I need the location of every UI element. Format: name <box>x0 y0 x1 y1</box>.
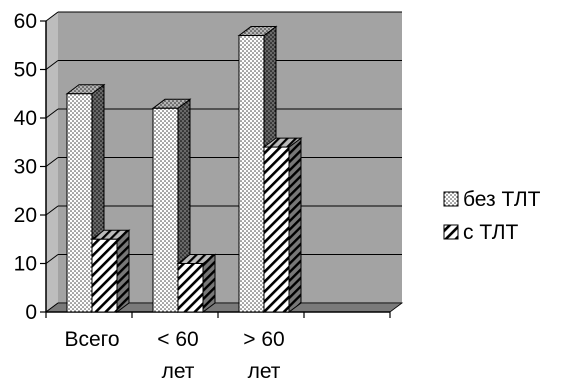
y-tick-label: 60 <box>14 10 37 33</box>
y-tick-label: 20 <box>14 204 37 227</box>
bar-front <box>152 107 179 313</box>
bars <box>65 25 303 313</box>
x-category-label: > 60 <box>243 328 284 351</box>
y-tick-label: 40 <box>14 107 37 130</box>
gridline-side <box>45 254 59 264</box>
bar-front <box>263 146 290 313</box>
y-tick-label: 50 <box>14 59 37 82</box>
gridline-side <box>45 157 59 167</box>
legend-swatch <box>443 191 459 207</box>
x-category-label: лет <box>248 360 281 379</box>
bar-side <box>116 229 130 313</box>
gridline-side <box>45 108 59 119</box>
y-axis-tick-labels: 0 10 20 30 40 50 60 <box>14 10 37 324</box>
bar-front <box>66 93 93 313</box>
gridline-side <box>45 11 59 22</box>
y-tick-label: 30 <box>14 156 37 179</box>
legend-label: с ТЛТ <box>463 221 518 244</box>
y-tick-label: 0 <box>25 301 37 324</box>
gridline-side <box>45 60 59 70</box>
legend-swatch <box>443 224 459 240</box>
x-category-label: Всего <box>64 328 119 351</box>
x-category-label: лет <box>162 360 195 379</box>
bar <box>90 229 131 313</box>
bar <box>176 253 217 313</box>
bar <box>237 25 278 313</box>
bar-side <box>288 137 302 313</box>
legend: без ТЛТ с ТЛТ <box>443 188 541 244</box>
bar-side <box>202 253 216 313</box>
bar-front <box>238 35 265 313</box>
legend-label: без ТЛТ <box>463 188 541 211</box>
x-category-label: < 60 <box>157 328 198 351</box>
bar-front <box>91 238 118 313</box>
bar-front <box>177 263 204 313</box>
gridline-side <box>45 205 59 216</box>
x-axis-category-labels: Всего < 60 лет > 60 лет <box>64 328 284 379</box>
bar <box>262 137 303 313</box>
y-tick-label: 10 <box>14 253 37 276</box>
